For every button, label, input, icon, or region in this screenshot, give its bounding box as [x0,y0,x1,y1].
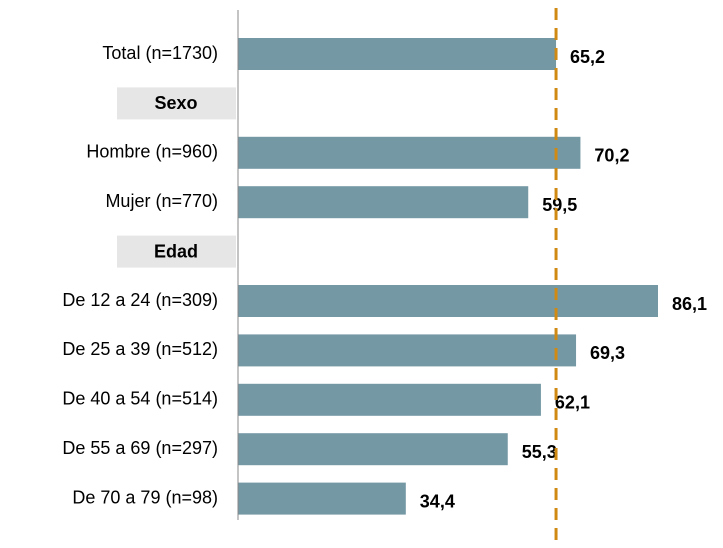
bar [238,38,557,70]
section-header-box [117,87,236,120]
bar [238,136,581,169]
value-label: 69,3 [590,343,625,363]
bar [238,482,406,515]
category-label: Hombre (n=960) [86,142,218,162]
value-label: 55,3 [522,442,557,462]
value-label: 70,2 [594,146,629,166]
category-label: De 70 a 79 (n=98) [72,487,218,507]
category-label: De 25 a 39 (n=512) [62,339,218,359]
category-label: De 12 a 24 (n=309) [62,290,218,310]
section-header-box [117,235,236,268]
section-header: Edad [154,241,198,261]
category-label: Total (n=1730) [102,43,218,63]
bar [238,433,508,466]
bar [238,334,577,367]
bar [238,383,541,416]
category-label: De 40 a 54 (n=514) [62,389,218,409]
value-label: 65,2 [570,47,605,67]
value-label: 62,1 [555,393,590,413]
bar [238,186,529,219]
value-label: 86,1 [672,294,707,314]
category-label: Mujer (n=770) [105,191,218,211]
category-label: De 55 a 69 (n=297) [62,438,218,458]
bar [238,285,658,317]
section-header: Sexo [154,93,197,113]
value-label: 59,5 [542,195,577,215]
value-label: 34,4 [420,491,455,511]
